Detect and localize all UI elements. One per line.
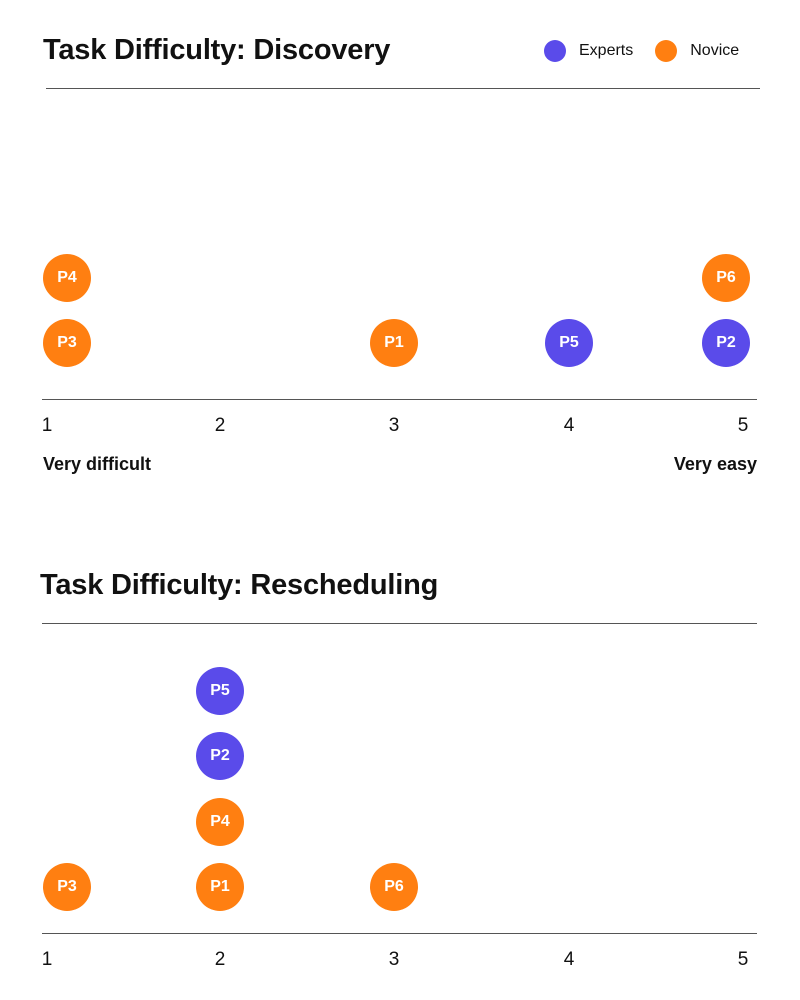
data-point-p1: P1 [370,319,418,367]
data-point-p6: P6 [370,863,418,911]
scale-high-label: Very easy [673,454,757,474]
x-tick-label: 5 [737,415,749,436]
x-tick-label: 2 [214,415,226,436]
data-point-p2: P2 [702,319,750,367]
chart-title-rescheduling: Task Difficulty: Rescheduling [40,569,439,601]
x-axis-line-rescheduling [42,933,757,934]
data-point-p3: P3 [43,319,91,367]
x-axis-line-discovery [42,399,757,400]
data-point-p1: P1 [196,863,244,911]
x-tick-label: 2 [214,949,226,970]
x-tick-label: 5 [737,949,749,970]
x-tick-label: 3 [388,949,400,970]
legend-label-experts: Experts [579,42,634,59]
data-point-p3: P3 [43,863,91,911]
legend: Experts Novice [544,40,739,62]
data-point-p4: P4 [196,797,244,846]
data-point-p5: P5 [196,666,244,715]
data-point-p5: P5 [545,319,593,367]
scale-low-label: Very difficult [43,454,152,474]
legend-item-novice: Novice [655,40,739,62]
data-point-p2: P2 [196,732,244,780]
data-point-p6: P6 [702,253,750,302]
legend-swatch-novice [655,40,678,62]
data-point-p4: P4 [43,253,91,302]
title-divider-rescheduling [42,623,757,624]
x-tick-label: 1 [41,949,53,970]
title-divider-discovery [46,88,760,89]
x-tick-label: 3 [388,415,400,436]
x-tick-label: 4 [563,415,575,436]
chart-title-discovery: Task Difficulty: Discovery [43,34,391,66]
legend-label-novice: Novice [690,42,740,59]
legend-swatch-experts [544,40,566,62]
x-tick-label: 1 [41,415,53,436]
x-tick-label: 4 [563,949,575,970]
legend-item-experts: Experts [544,40,633,62]
